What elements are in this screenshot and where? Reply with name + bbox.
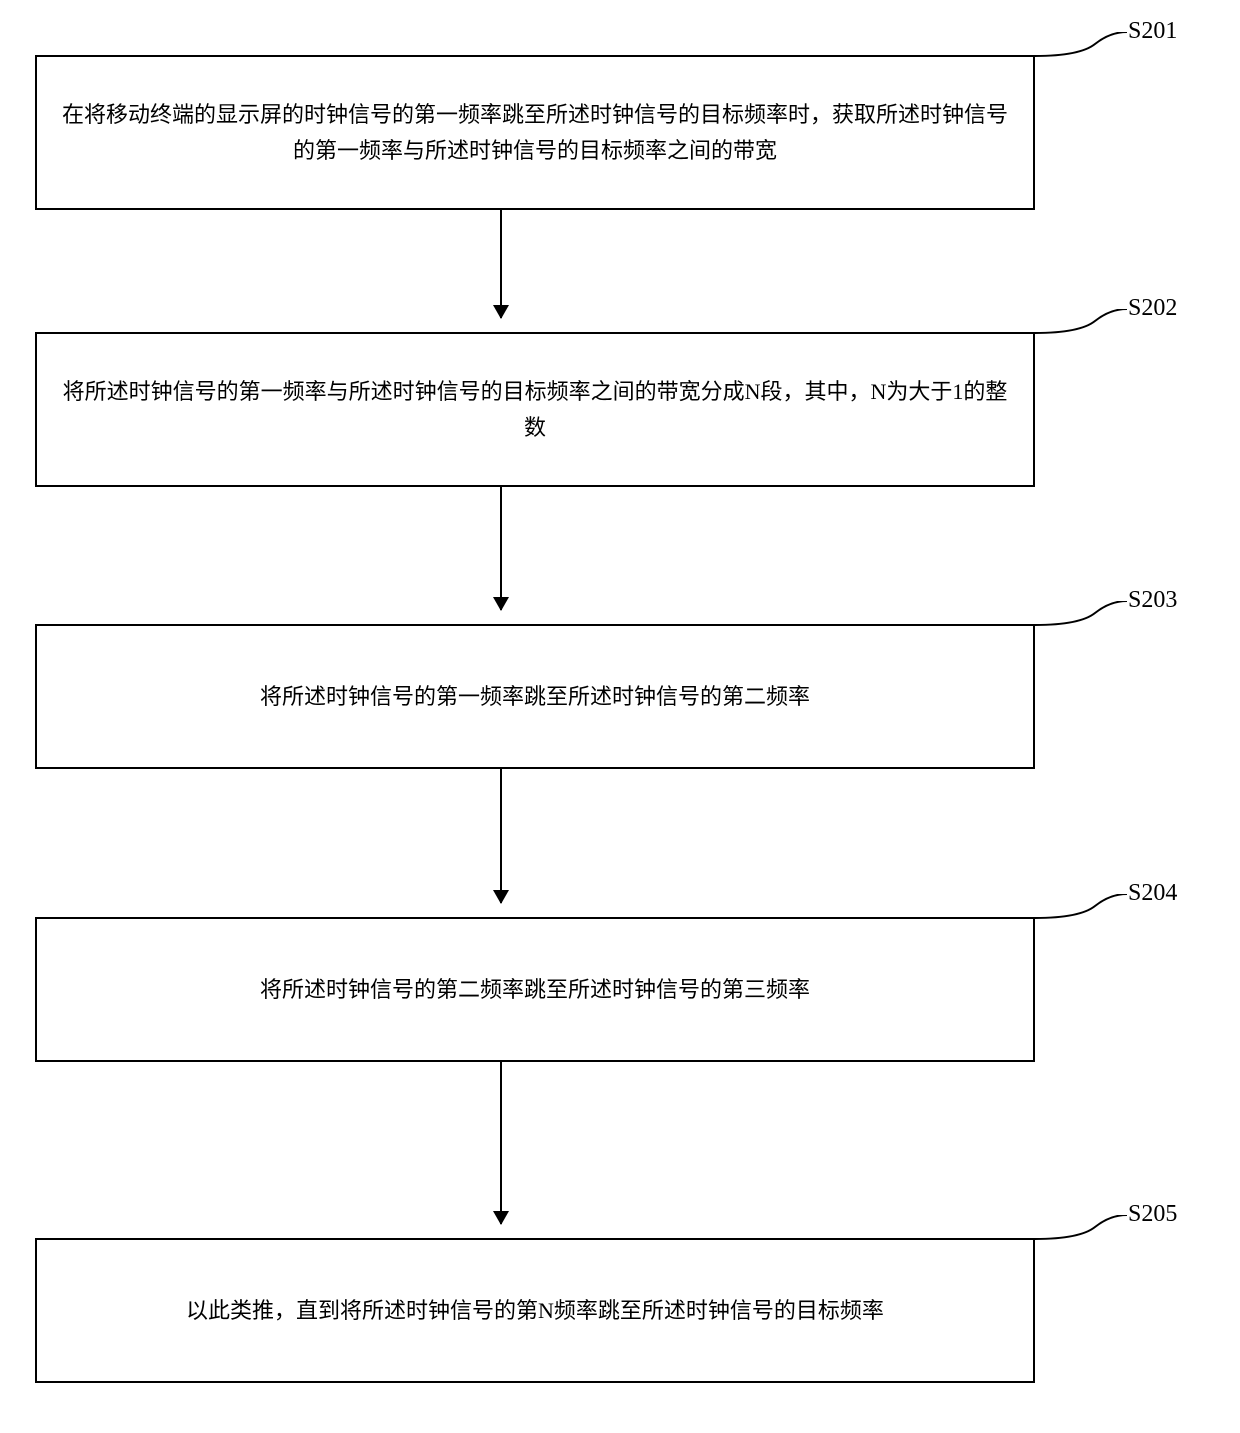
- step-label-s204: S204: [1128, 880, 1177, 907]
- step-box-s201: 在将移动终端的显示屏的时钟信号的第一频率跳至所述时钟信号的目标频率时，获取所述时…: [35, 55, 1035, 210]
- label-connector-s201: [1035, 32, 1127, 62]
- step-label-s205: S205: [1128, 1201, 1177, 1228]
- step-box-s205: 以此类推，直到将所述时钟信号的第N频率跳至所述时钟信号的目标频率: [35, 1238, 1035, 1383]
- step-text: 将所述时钟信号的第一频率与所述时钟信号的目标频率之间的带宽分成N段，其中，N为大…: [57, 374, 1013, 444]
- step-text: 将所述时钟信号的第一频率跳至所述时钟信号的第二频率: [260, 679, 810, 714]
- step-label-s201: S201: [1128, 18, 1177, 45]
- step-label-s202: S202: [1128, 295, 1177, 322]
- step-text: 将所述时钟信号的第二频率跳至所述时钟信号的第三频率: [260, 972, 810, 1007]
- step-label-s203: S203: [1128, 587, 1177, 614]
- step-box-s202: 将所述时钟信号的第一频率与所述时钟信号的目标频率之间的带宽分成N段，其中，N为大…: [35, 332, 1035, 487]
- step-text: 以此类推，直到将所述时钟信号的第N频率跳至所述时钟信号的目标频率: [186, 1293, 884, 1328]
- arrow-4-5: [500, 1062, 502, 1224]
- arrow-3-4: [500, 769, 502, 903]
- label-connector-s205: [1035, 1215, 1127, 1245]
- arrow-1-2: [500, 210, 502, 318]
- step-box-s203: 将所述时钟信号的第一频率跳至所述时钟信号的第二频率: [35, 624, 1035, 769]
- label-connector-s202: [1035, 309, 1127, 339]
- label-connector-s203: [1035, 601, 1127, 631]
- flowchart-container: 在将移动终端的显示屏的时钟信号的第一频率跳至所述时钟信号的目标频率时，获取所述时…: [0, 0, 1240, 1433]
- label-connector-s204: [1035, 894, 1127, 924]
- step-text: 在将移动终端的显示屏的时钟信号的第一频率跳至所述时钟信号的目标频率时，获取所述时…: [57, 97, 1013, 167]
- arrow-2-3: [500, 487, 502, 610]
- step-box-s204: 将所述时钟信号的第二频率跳至所述时钟信号的第三频率: [35, 917, 1035, 1062]
